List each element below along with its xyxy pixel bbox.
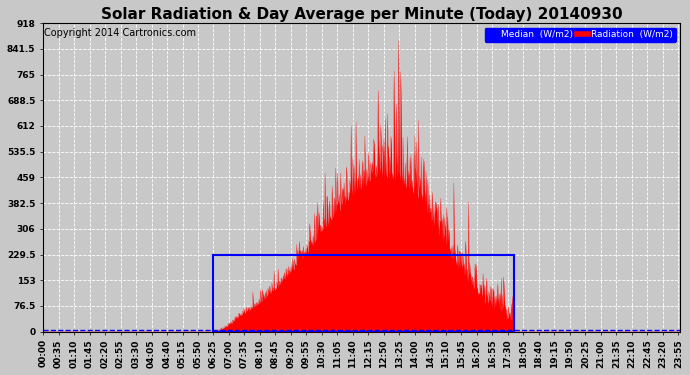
Title: Solar Radiation & Day Average per Minute (Today) 20140930: Solar Radiation & Day Average per Minute… xyxy=(101,7,622,22)
Text: Copyright 2014 Cartronics.com: Copyright 2014 Cartronics.com xyxy=(43,28,196,38)
Bar xyxy=(213,255,515,332)
Legend: Median  (W/m2), Radiation  (W/m2): Median (W/m2), Radiation (W/m2) xyxy=(484,28,676,42)
